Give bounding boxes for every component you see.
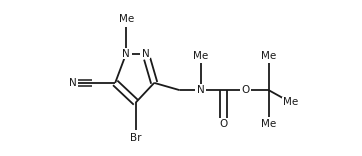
Text: Br: Br <box>130 133 142 143</box>
Text: N: N <box>69 78 76 88</box>
Text: Me: Me <box>261 119 276 129</box>
Text: N: N <box>142 49 150 59</box>
Text: Me: Me <box>261 51 276 61</box>
Text: O: O <box>241 85 250 95</box>
Text: Me: Me <box>283 97 298 107</box>
Text: N: N <box>122 49 130 59</box>
Text: O: O <box>219 119 228 129</box>
Text: Me: Me <box>118 15 134 24</box>
Text: N: N <box>197 85 205 95</box>
Text: Me: Me <box>193 51 208 61</box>
